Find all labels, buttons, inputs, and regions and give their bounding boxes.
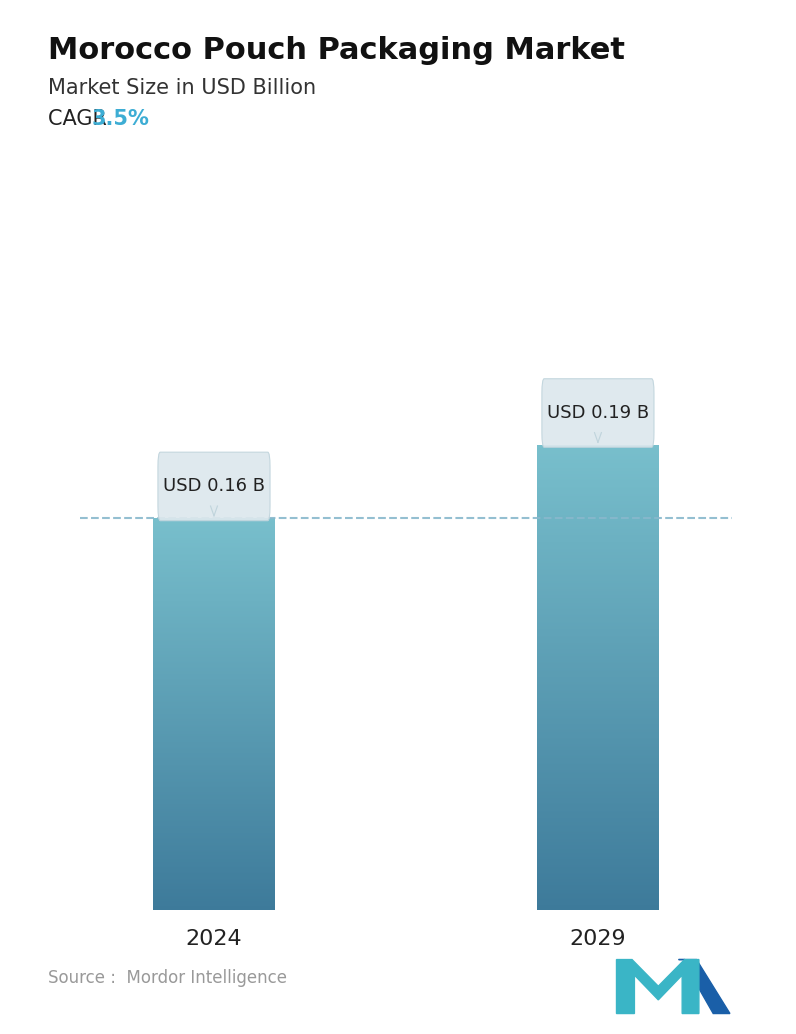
Text: Market Size in USD Billion: Market Size in USD Billion <box>48 78 316 97</box>
Polygon shape <box>678 960 730 1013</box>
Text: USD 0.16 B: USD 0.16 B <box>163 478 265 495</box>
Text: Morocco Pouch Packaging Market: Morocco Pouch Packaging Market <box>48 36 625 65</box>
FancyBboxPatch shape <box>542 378 654 448</box>
Text: CAGR: CAGR <box>48 109 113 128</box>
Text: Source :  Mordor Intelligence: Source : Mordor Intelligence <box>48 970 287 987</box>
Text: USD 0.19 B: USD 0.19 B <box>547 404 649 422</box>
FancyBboxPatch shape <box>158 452 270 521</box>
Text: 3.5%: 3.5% <box>92 109 150 128</box>
Polygon shape <box>616 960 699 1013</box>
Polygon shape <box>595 432 602 443</box>
Polygon shape <box>210 506 217 516</box>
